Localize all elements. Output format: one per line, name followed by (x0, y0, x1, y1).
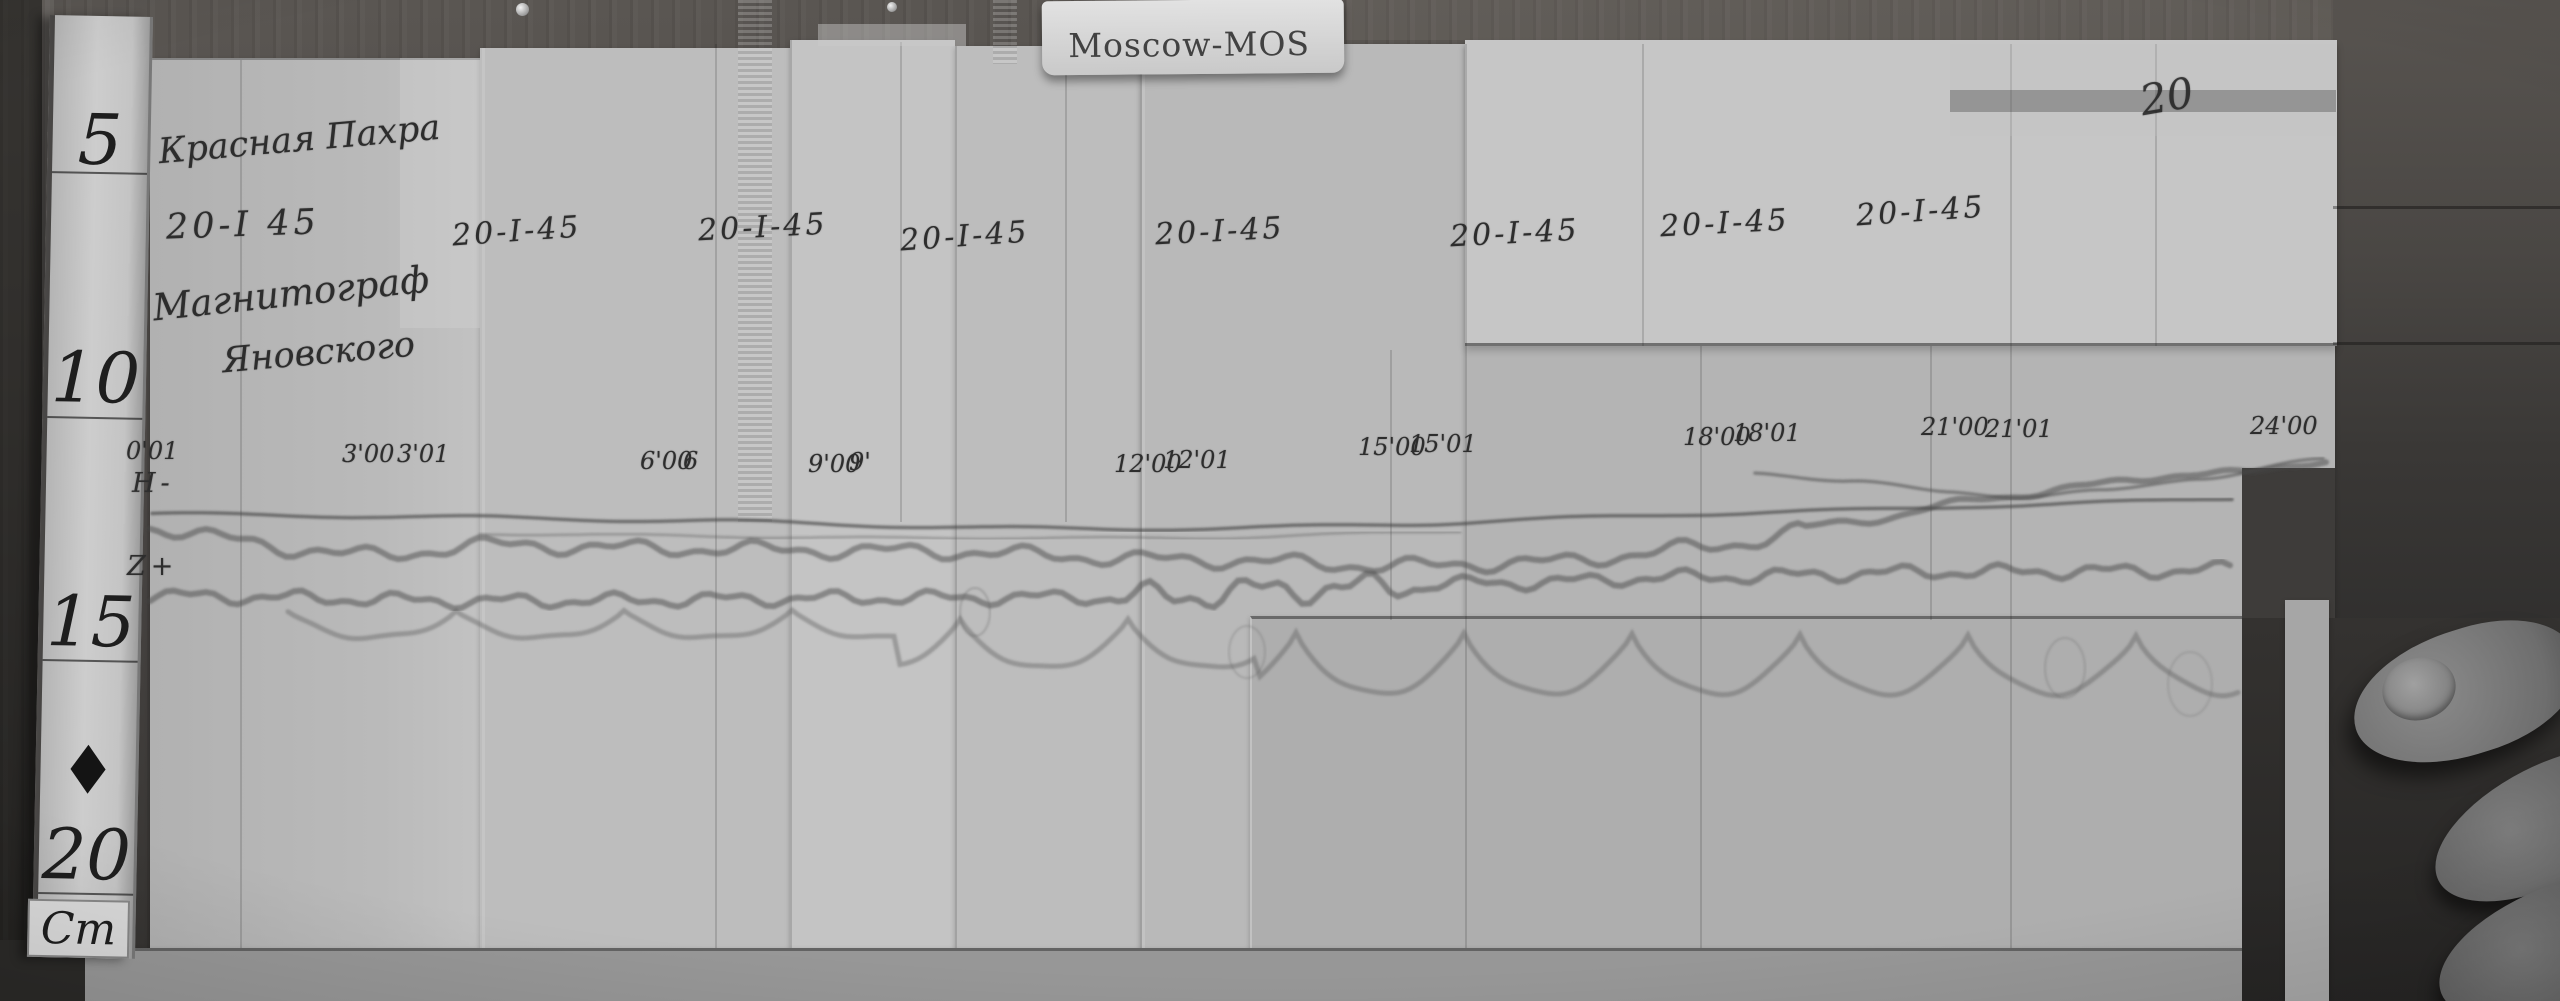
ruler-mark-10: 10 (50, 336, 141, 420)
wood-notch (2242, 468, 2335, 620)
trace-label-h: H- (132, 468, 175, 499)
paper-seam (2010, 44, 2012, 948)
paper-seam (1142, 44, 1145, 948)
date-label: 20-I-45 (1659, 202, 1791, 245)
date-label: 20-I-45 (1154, 210, 1286, 253)
plank-gap-line (2333, 342, 2560, 345)
mm-scale-strip (738, 0, 772, 522)
paper-strip (790, 40, 955, 950)
time-label: 15'00 (1358, 433, 1426, 461)
paper-seam (955, 46, 957, 948)
pin-icon (516, 3, 529, 16)
paper-seam (900, 42, 902, 522)
page-number: 20 (2136, 67, 2198, 126)
paper-seam (2155, 44, 2157, 346)
ruler-unit-label: Cm (26, 898, 131, 959)
tape-strip-top-right: 20 (1950, 44, 2336, 136)
time-label: 21'00 (1921, 413, 1989, 441)
time-label: 9' (849, 448, 871, 476)
station-plate: Moscow-MOS (1041, 0, 1345, 76)
tape-shadow-band (1950, 90, 2336, 112)
time-label: 12'01 (1163, 446, 1231, 474)
time-label: 24'00 (2250, 412, 2318, 440)
diamond-icon: ◆ (69, 727, 107, 803)
mm-scale-strip (993, 0, 1017, 64)
tape-strip-small (818, 24, 966, 46)
time-label: 6 (683, 447, 699, 475)
time-label: 15'01 (1409, 430, 1477, 458)
time-label: 3'01 (397, 440, 450, 468)
paper-strip (955, 46, 1140, 950)
paper-seam (715, 44, 717, 948)
paper-seam (1642, 44, 1644, 346)
paper-seam (1065, 44, 1067, 522)
date-label: 20-I-45 (697, 206, 829, 249)
paper-sheet-top-right (1465, 40, 2337, 346)
paper-strip-bottom-right (2285, 600, 2329, 1001)
ruler-mark-15: 15 (45, 580, 137, 664)
paper-seam (790, 40, 792, 948)
plank-gap-line (2333, 206, 2560, 209)
ruler-mark-20: 20 (41, 813, 132, 897)
time-label: 18'01 (1733, 419, 1801, 447)
paper-light-patch (400, 58, 480, 328)
paper-seam (240, 60, 242, 948)
header-date: 20-I 45 (165, 202, 321, 248)
pin-icon (887, 2, 897, 12)
paper-seam (482, 48, 485, 948)
date-label: 20-I-45 (1449, 212, 1581, 255)
station-plate-label: Moscow-MOS (1068, 23, 1311, 66)
paper-seam (1390, 350, 1392, 620)
trace-label-z: Z+ (127, 551, 179, 582)
ruler-mark-5: 5 (77, 98, 124, 182)
paper-sheet-lower-right (1250, 616, 2242, 952)
time-label: 18'00 (1683, 423, 1751, 451)
paper-band-bottom (82, 948, 2242, 1001)
paper-seam (1140, 44, 1142, 948)
time-label: 21'01 (1985, 415, 2053, 443)
time-label: 3'00 (342, 440, 395, 468)
ruler-unit-text: Cm (40, 902, 117, 955)
paper-seam (1930, 346, 1932, 620)
paper-seam (1465, 44, 1467, 948)
time-label: 0'01 (126, 437, 179, 465)
